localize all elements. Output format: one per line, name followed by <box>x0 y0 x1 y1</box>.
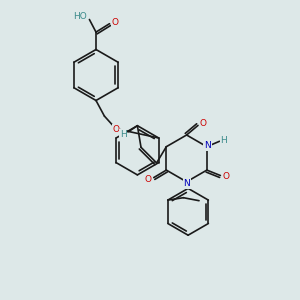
Text: H: H <box>220 136 227 145</box>
Text: HO: HO <box>73 12 87 21</box>
Text: O: O <box>111 18 118 27</box>
Text: O: O <box>200 119 207 128</box>
Text: N: N <box>204 141 211 150</box>
Text: O: O <box>145 175 152 184</box>
Text: H: H <box>120 130 127 139</box>
Text: O: O <box>222 172 229 182</box>
Text: N: N <box>183 179 190 188</box>
Text: O: O <box>112 125 119 134</box>
